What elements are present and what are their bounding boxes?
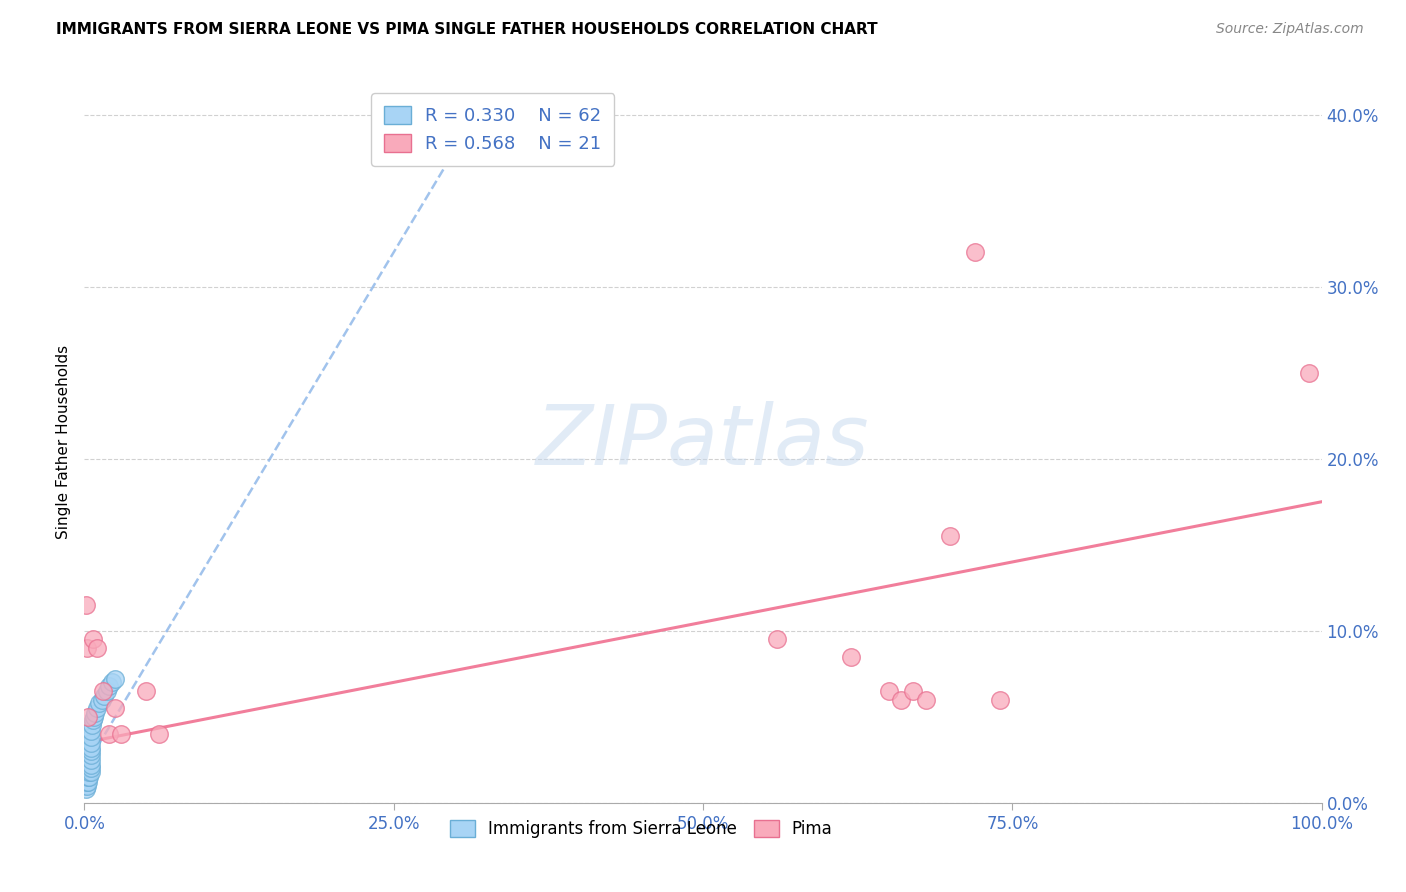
Point	[96, 684, 118, 698]
Point	[79, 758, 101, 772]
Point	[75, 758, 97, 772]
Point	[79, 761, 101, 775]
Point	[79, 747, 101, 762]
Y-axis label: Single Father Households: Single Father Households	[56, 344, 72, 539]
Point	[77, 747, 100, 762]
Point	[83, 710, 105, 724]
Point	[75, 775, 97, 789]
Point	[988, 692, 1011, 706]
Point	[965, 245, 987, 260]
Point	[79, 735, 101, 749]
Point	[939, 529, 962, 543]
Point	[77, 740, 100, 755]
Point	[93, 689, 115, 703]
Point	[84, 706, 107, 721]
Point	[76, 764, 98, 779]
Point	[79, 753, 101, 767]
Point	[76, 744, 98, 758]
Point	[79, 747, 101, 762]
Point	[76, 740, 98, 755]
Legend: Immigrants from Sierra Leone, Pima: Immigrants from Sierra Leone, Pima	[443, 814, 839, 845]
Point	[77, 761, 100, 775]
Point	[766, 632, 789, 647]
Point	[77, 758, 100, 772]
Point	[86, 701, 108, 715]
Point	[75, 764, 97, 779]
Point	[79, 764, 101, 779]
Point	[98, 727, 121, 741]
Point	[76, 753, 98, 767]
Point	[100, 675, 122, 690]
Point	[90, 692, 112, 706]
Point	[110, 727, 132, 741]
Point	[104, 701, 127, 715]
Point	[73, 779, 96, 793]
Point	[79, 731, 101, 745]
Point	[79, 758, 101, 772]
Point	[77, 770, 100, 784]
Point	[76, 758, 98, 772]
Point	[79, 770, 101, 784]
Point	[76, 761, 98, 775]
Point	[76, 779, 98, 793]
Point	[82, 632, 104, 647]
Point	[77, 744, 100, 758]
Text: IMMIGRANTS FROM SIERRA LEONE VS PIMA SINGLE FATHER HOUSEHOLDS CORRELATION CHART: IMMIGRANTS FROM SIERRA LEONE VS PIMA SIN…	[56, 22, 877, 37]
Point	[76, 770, 98, 784]
Point	[104, 672, 127, 686]
Point	[79, 764, 101, 779]
Point	[75, 598, 97, 612]
Point	[86, 640, 108, 655]
Text: ZIPatlas: ZIPatlas	[536, 401, 870, 482]
Point	[73, 775, 96, 789]
Point	[79, 740, 101, 755]
Point	[75, 753, 97, 767]
Point	[91, 684, 114, 698]
Point	[73, 770, 96, 784]
Point	[79, 744, 101, 758]
Point	[77, 753, 100, 767]
Point	[75, 761, 97, 775]
Point	[75, 782, 97, 797]
Point	[76, 775, 98, 789]
Point	[79, 735, 101, 749]
Point	[890, 692, 912, 706]
Point	[79, 744, 101, 758]
Point	[98, 679, 121, 693]
Point	[77, 775, 100, 789]
Point	[77, 710, 100, 724]
Point	[877, 684, 900, 698]
Point	[903, 684, 925, 698]
Point	[77, 735, 100, 749]
Point	[148, 727, 170, 741]
Point	[82, 713, 104, 727]
Point	[75, 770, 97, 784]
Point	[135, 684, 157, 698]
Point	[89, 696, 111, 710]
Point	[76, 747, 98, 762]
Point	[77, 764, 100, 779]
Point	[914, 692, 936, 706]
Point	[80, 718, 103, 732]
Point	[1298, 366, 1320, 380]
Point	[79, 740, 101, 755]
Point	[79, 723, 101, 738]
Text: Source: ZipAtlas.com: Source: ZipAtlas.com	[1216, 22, 1364, 37]
Point	[79, 753, 101, 767]
Point	[841, 649, 863, 664]
Point	[76, 640, 98, 655]
Point	[79, 731, 101, 745]
Point	[79, 761, 101, 775]
